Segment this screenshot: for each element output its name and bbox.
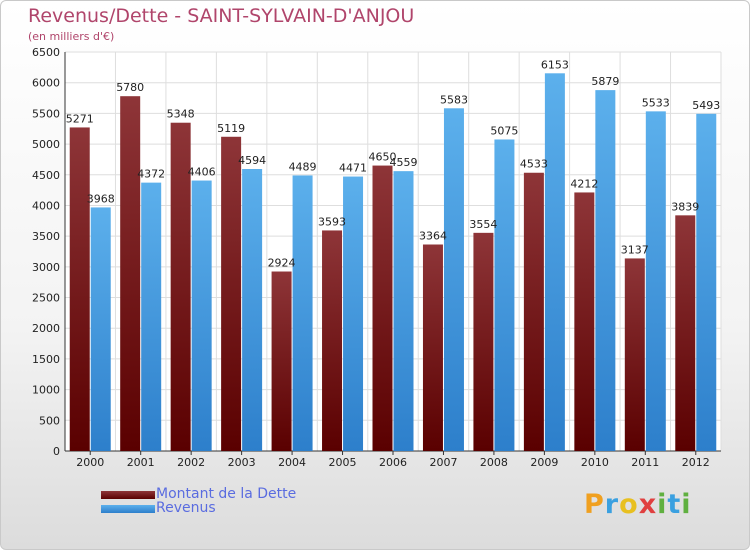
bar-dette bbox=[170, 122, 191, 451]
x-tick-label: 2001 bbox=[127, 456, 155, 469]
x-tick-label: 2009 bbox=[530, 456, 558, 469]
bar-dette bbox=[473, 232, 494, 451]
x-tick-label: 2007 bbox=[429, 456, 457, 469]
value-label-dette: 5271 bbox=[66, 112, 94, 125]
y-tick-label: 6500 bbox=[32, 46, 60, 59]
x-tick-label: 2005 bbox=[329, 456, 357, 469]
bar-dette bbox=[624, 258, 645, 451]
bar-revenus bbox=[393, 171, 414, 452]
y-tick-label: 6000 bbox=[32, 77, 60, 90]
y-tick-label: 1000 bbox=[32, 384, 60, 397]
value-label-revenus: 5879 bbox=[591, 75, 619, 88]
value-label-revenus: 5583 bbox=[440, 93, 468, 106]
value-label-dette: 4533 bbox=[520, 158, 548, 171]
x-tick-label: 2002 bbox=[177, 456, 205, 469]
legend-label-dette: Montant de la Dette bbox=[156, 486, 297, 502]
proxiti-logo: Proxiti bbox=[584, 489, 692, 520]
y-tick-label: 5500 bbox=[32, 107, 60, 120]
x-tick-label: 2003 bbox=[228, 456, 256, 469]
legend-label-revenus: Revenus bbox=[156, 500, 216, 516]
value-label-revenus: 4406 bbox=[188, 166, 216, 179]
x-tick-label: 2000 bbox=[76, 456, 104, 469]
value-label-dette: 2924 bbox=[268, 257, 296, 270]
value-label-revenus: 5533 bbox=[642, 96, 670, 109]
bar-revenus bbox=[595, 90, 616, 451]
y-tick-label: 0 bbox=[53, 445, 60, 458]
logo-letter: i bbox=[681, 489, 692, 520]
logo-letter: t bbox=[667, 489, 682, 520]
bar-dette bbox=[322, 230, 343, 451]
value-label-revenus: 4594 bbox=[238, 154, 266, 167]
logo-letter: r bbox=[604, 489, 620, 520]
bar-revenus bbox=[90, 207, 111, 451]
bar-revenus bbox=[191, 180, 212, 452]
bar-revenus bbox=[242, 168, 263, 451]
value-label-dette: 4212 bbox=[570, 177, 598, 190]
y-tick-label: 2500 bbox=[32, 292, 60, 305]
y-tick-label: 1500 bbox=[32, 353, 60, 366]
bar-revenus bbox=[696, 113, 717, 452]
bar-dette bbox=[574, 192, 595, 451]
x-tick-label: 2006 bbox=[379, 456, 407, 469]
value-label-dette: 3554 bbox=[469, 218, 497, 231]
legend-swatch-revenus bbox=[101, 505, 155, 513]
bar-dette bbox=[372, 165, 393, 452]
value-label-revenus: 4559 bbox=[390, 156, 418, 169]
y-tick-label: 500 bbox=[39, 414, 60, 427]
value-label-dette: 5348 bbox=[167, 108, 195, 121]
value-label-dette: 3137 bbox=[621, 243, 649, 256]
value-label-dette: 5780 bbox=[116, 81, 144, 94]
value-label-dette: 3839 bbox=[671, 200, 699, 213]
value-label-revenus: 4372 bbox=[137, 168, 165, 181]
logo-letter: P bbox=[584, 489, 605, 520]
bar-dette bbox=[221, 136, 242, 451]
y-tick-label: 3500 bbox=[32, 230, 60, 243]
bar-dette bbox=[271, 271, 292, 451]
x-tick-label: 2010 bbox=[581, 456, 609, 469]
bar-dette bbox=[675, 215, 696, 451]
value-label-revenus: 5075 bbox=[490, 124, 518, 137]
x-tick-label: 2012 bbox=[682, 456, 710, 469]
bar-dette bbox=[422, 244, 443, 451]
logo-letter: i bbox=[657, 489, 668, 520]
value-label-dette: 3593 bbox=[318, 215, 346, 228]
value-label-revenus: 5493 bbox=[692, 99, 720, 112]
value-label-revenus: 6153 bbox=[541, 58, 569, 71]
bar-revenus bbox=[645, 111, 666, 452]
value-label-dette: 3364 bbox=[419, 230, 447, 243]
legend-swatch-dette bbox=[101, 491, 155, 499]
bar-dette bbox=[523, 172, 544, 452]
bar-dette bbox=[69, 127, 90, 452]
value-label-revenus: 3968 bbox=[87, 192, 115, 205]
bar-dette bbox=[120, 96, 141, 451]
logo-letter: x bbox=[638, 489, 658, 520]
bar-revenus bbox=[292, 175, 313, 451]
value-label-revenus: 4471 bbox=[339, 162, 367, 175]
x-tick-label: 2008 bbox=[480, 456, 508, 469]
y-tick-label: 2000 bbox=[32, 322, 60, 335]
chart-subtitle: (en milliers d'€) bbox=[28, 30, 115, 43]
logo-letter: o bbox=[619, 489, 639, 520]
value-label-revenus: 4489 bbox=[289, 160, 317, 173]
bar-revenus bbox=[443, 108, 464, 451]
bar-revenus bbox=[343, 176, 364, 451]
value-label-dette: 4650 bbox=[369, 151, 397, 164]
bar-revenus bbox=[494, 139, 515, 451]
bar-revenus bbox=[544, 73, 565, 451]
y-tick-label: 3000 bbox=[32, 261, 60, 274]
y-tick-label: 5000 bbox=[32, 138, 60, 151]
x-tick-label: 2011 bbox=[631, 456, 659, 469]
y-tick-label: 4500 bbox=[32, 169, 60, 182]
x-tick-label: 2004 bbox=[278, 456, 306, 469]
value-label-dette: 5119 bbox=[217, 122, 245, 135]
bar-revenus bbox=[141, 182, 162, 451]
y-tick-label: 4000 bbox=[32, 199, 60, 212]
chart-title: Revenus/Dette - SAINT-SYLVAIN-D'ANJOU bbox=[28, 5, 415, 27]
